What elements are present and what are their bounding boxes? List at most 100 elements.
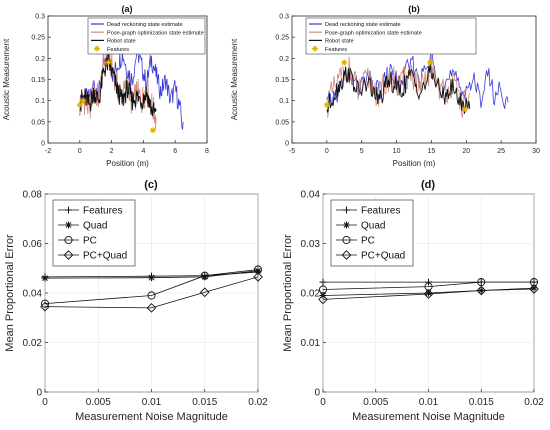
feature-point — [149, 127, 156, 134]
legend-entry: PC+Quad — [83, 251, 127, 262]
series-line-pc-quad — [322, 288, 535, 300]
x-tick-label: 0.02 — [524, 397, 544, 408]
legend-entry: PC — [83, 236, 97, 247]
feature-point — [76, 101, 83, 108]
x-tick-label: 0.02 — [248, 397, 268, 408]
x-tick-label: 0.015 — [192, 397, 217, 408]
y-tick-label: 0.05 — [275, 119, 289, 126]
y-axis-label: Mean Proportional Error — [282, 234, 294, 352]
series-line-pc — [322, 281, 534, 290]
x-tick-label: 0.01 — [142, 397, 162, 408]
feature-point — [427, 59, 434, 66]
series-line-pc-quad — [44, 276, 259, 309]
y-tick-label: 0.2 — [35, 56, 45, 63]
feature-point — [79, 97, 86, 104]
data-point — [529, 284, 539, 294]
legend-entry: Dead reckoning state estimate — [325, 22, 401, 28]
x-tick-label: 8 — [205, 148, 209, 155]
x-tick-label: 30 — [532, 148, 540, 155]
x-axis-label: Measurement Noise Magnitude — [75, 411, 228, 423]
chart-c: 0 0.005 0.01 0.015 0.02 0 0.02 0.04 0.06 0.08 Meas… — [4, 179, 268, 423]
legend-swatch-marker — [64, 235, 73, 245]
x-tick-label: 0 — [320, 397, 326, 408]
y-axis-label: Acoustic Measurement — [2, 38, 11, 120]
data-point — [146, 303, 157, 313]
legend-entry: PC+Quad — [361, 251, 405, 262]
feature-point — [323, 101, 330, 108]
chart-b: -5 0 5 10 15 20 25 3000.050.10.150.20.250.3Posi… — [230, 4, 540, 168]
legend-entry: Features — [83, 206, 122, 217]
data-point — [199, 287, 210, 298]
data-point — [318, 294, 328, 305]
y-tick-label: 0.02 — [301, 289, 321, 300]
data-point — [319, 278, 327, 286]
y-tick-label: 0.2 — [279, 56, 289, 63]
legend-box — [305, 17, 477, 55]
y-tick-label: 0.06 — [23, 239, 43, 250]
x-axis-label: Measurement Noise Magnitude — [352, 411, 505, 423]
panel-label: (d) — [421, 179, 435, 191]
y-tick-label: 0.05 — [31, 119, 45, 126]
y-tick-label: 0 — [36, 388, 42, 399]
data-point — [425, 278, 432, 286]
data-point — [530, 284, 538, 292]
y-tick-label: 0 — [285, 140, 289, 147]
series-line-quad — [44, 270, 259, 279]
legend-entry: Features — [325, 47, 347, 53]
x-axis-label: Position (m) — [106, 159, 149, 168]
y-tick-label: 0.15 — [275, 77, 289, 84]
x-tick-label: -2 — [45, 148, 51, 155]
legend-swatch-marker — [65, 221, 72, 229]
data-point — [254, 267, 262, 275]
legend-entry: Features — [361, 206, 400, 217]
x-tick-label: 20 — [462, 148, 470, 155]
x-axis-label: Position (m) — [393, 159, 436, 168]
legend-entry: Robot state — [107, 39, 136, 45]
data-point — [253, 272, 263, 282]
data-point — [476, 285, 487, 296]
y-axis-label: Acoustic Measurement — [230, 38, 239, 120]
legend-entry: Quad — [361, 221, 385, 232]
data-point — [200, 271, 209, 280]
series-line-pose-graph-optimization-state-estimate — [326, 54, 471, 118]
x-tick-label: 10 — [393, 148, 401, 155]
data-point — [423, 289, 434, 299]
legend-entry: Quad — [83, 221, 107, 232]
legend-swatch — [312, 45, 318, 52]
legend-entry: Pose-graph optimization state estimate — [107, 30, 204, 36]
legend-entry: Robot state — [325, 39, 354, 45]
data-point — [318, 285, 328, 294]
x-tick-label: 15 — [428, 148, 436, 155]
x-tick-label: 0 — [325, 148, 329, 155]
y-tick-label: 0.15 — [31, 77, 45, 84]
data-point — [201, 273, 209, 281]
panel-label: (b) — [408, 4, 420, 14]
legend-swatch-marker — [343, 221, 350, 229]
y-tick-label: 0 — [41, 140, 45, 147]
y-tick-label: 0.04 — [301, 190, 321, 201]
feature-point — [461, 106, 468, 113]
legend-swatch-marker — [65, 206, 72, 214]
x-tick-label: 0.005 — [86, 397, 111, 408]
data-point — [40, 299, 50, 308]
y-tick-label: 0.08 — [23, 190, 43, 201]
data-point — [529, 278, 539, 287]
y-tick-label: 0.1 — [279, 98, 289, 105]
y-tick-label: 0.3 — [279, 13, 289, 20]
x-tick-label: 5 — [360, 148, 364, 155]
panel-label: (c) — [144, 179, 158, 191]
legend-entry: Dead reckoning state estimate — [107, 22, 183, 28]
feature-point — [105, 59, 112, 66]
legend-entry: PC — [361, 236, 375, 247]
x-tick-label: 6 — [173, 148, 177, 155]
legend-swatch-marker — [63, 250, 74, 260]
legend-swatch-marker — [342, 235, 351, 245]
x-tick-label: 0 — [78, 148, 82, 155]
series-line-robot-state — [79, 53, 157, 117]
y-tick-label: 0.25 — [275, 35, 289, 42]
legend-swatch — [94, 45, 100, 52]
y-tick-label: 0.02 — [23, 338, 43, 349]
x-tick-label: -5 — [289, 148, 295, 155]
